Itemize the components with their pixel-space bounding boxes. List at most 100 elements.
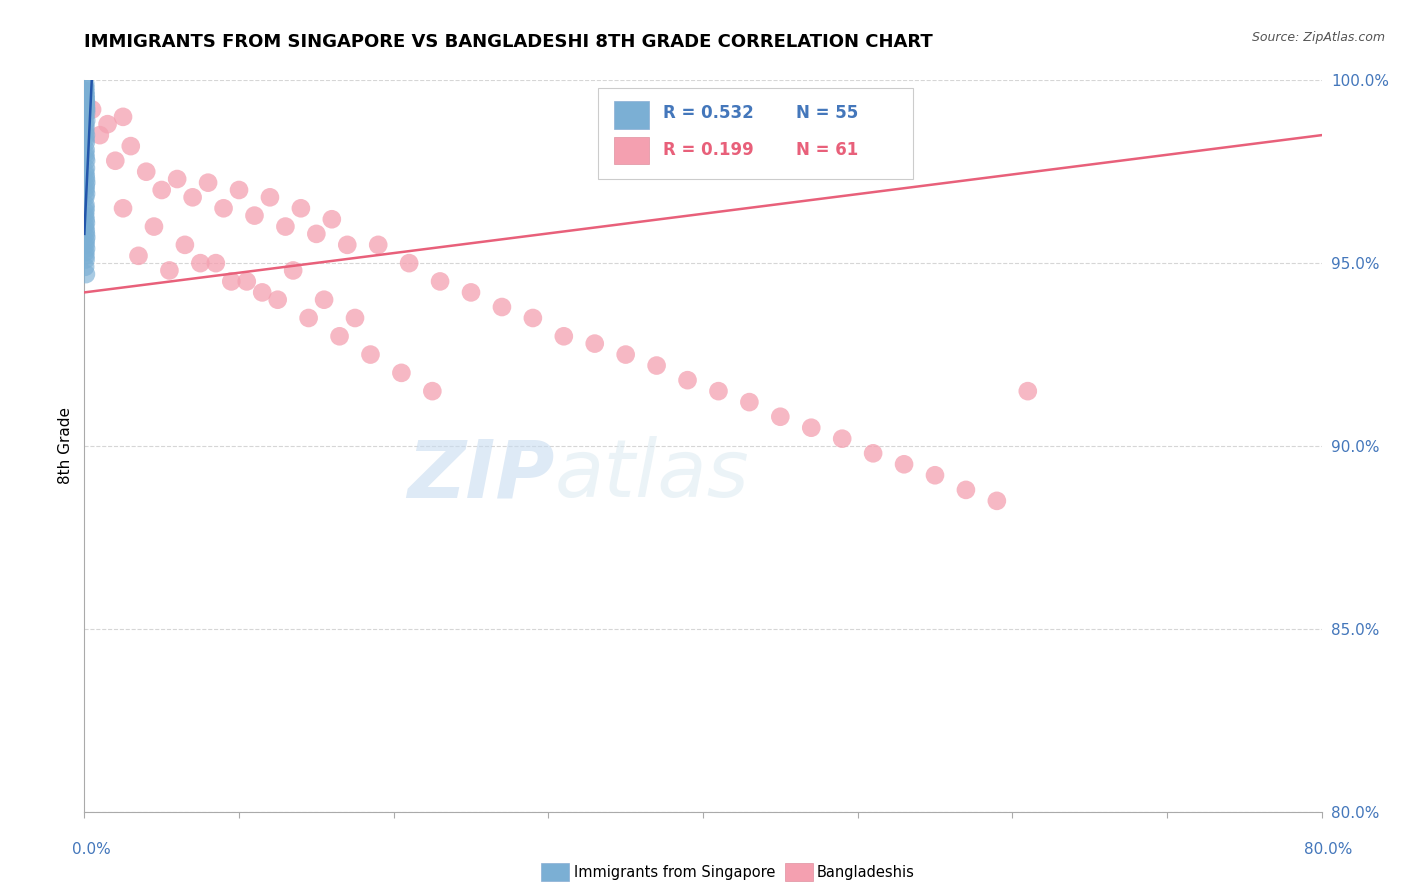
Point: [197, 176, 219, 190]
Point: [205, 256, 228, 270]
Point: [422, 384, 444, 398]
Point: [75, 227, 97, 241]
Point: [120, 139, 142, 153]
Y-axis label: 8th Grade: 8th Grade: [58, 408, 73, 484]
Point: [112, 202, 135, 216]
Point: [460, 285, 482, 300]
Point: [429, 274, 451, 288]
Point: [75, 87, 97, 102]
Point: [159, 263, 180, 277]
Point: [166, 172, 188, 186]
Point: [75, 84, 97, 98]
Text: atlas: atlas: [554, 436, 749, 515]
Point: [267, 293, 290, 307]
Point: [75, 179, 97, 194]
Text: ZIP: ZIP: [408, 436, 554, 515]
Point: [75, 161, 97, 175]
Point: [75, 183, 97, 197]
Point: [250, 285, 273, 300]
Point: [491, 300, 513, 314]
Point: [75, 106, 97, 120]
Point: [800, 420, 823, 434]
Point: [924, 468, 946, 483]
Point: [321, 212, 343, 227]
Point: [104, 153, 127, 168]
Point: [75, 103, 97, 117]
Point: [75, 80, 97, 95]
Point: [75, 260, 97, 274]
Point: [228, 183, 250, 197]
Point: [75, 186, 97, 201]
Text: N = 61: N = 61: [796, 141, 858, 159]
Point: [75, 132, 97, 146]
Text: Immigrants from Singapore: Immigrants from Singapore: [574, 865, 775, 880]
Point: [75, 91, 97, 105]
Bar: [614, 102, 648, 129]
Point: [75, 117, 97, 131]
Point: [75, 202, 97, 216]
Text: N = 55: N = 55: [796, 104, 858, 122]
Point: [398, 256, 420, 270]
Text: 0.0%: 0.0%: [72, 842, 111, 856]
Point: [75, 143, 97, 157]
Point: [75, 176, 97, 190]
FancyBboxPatch shape: [598, 87, 914, 179]
Point: [75, 252, 97, 267]
Point: [75, 237, 97, 252]
Point: [75, 267, 97, 281]
Point: [89, 128, 111, 142]
Point: [75, 110, 97, 124]
Point: [75, 223, 97, 237]
Point: [614, 348, 637, 362]
Point: [221, 274, 243, 288]
Point: [336, 237, 359, 252]
Point: [75, 164, 97, 178]
Point: [75, 80, 97, 95]
Point: [522, 311, 544, 326]
Point: [112, 110, 135, 124]
Point: [360, 348, 382, 362]
Bar: [614, 136, 648, 164]
Point: [344, 311, 367, 326]
Point: [96, 117, 118, 131]
Point: [274, 219, 297, 234]
Point: [862, 446, 884, 460]
Point: [235, 274, 259, 288]
Point: [298, 311, 321, 326]
Point: [75, 169, 97, 183]
Point: [75, 216, 97, 230]
Point: [181, 190, 204, 204]
Point: [75, 113, 97, 128]
Point: [75, 234, 97, 248]
Point: [75, 103, 97, 117]
Point: [75, 219, 97, 234]
Point: [150, 183, 173, 197]
Point: [831, 432, 853, 446]
Point: [583, 336, 606, 351]
Point: [259, 190, 281, 204]
Point: [143, 219, 166, 234]
Point: [75, 230, 97, 244]
Point: [329, 329, 352, 343]
Point: [75, 84, 97, 98]
Point: [75, 242, 97, 256]
Text: Source: ZipAtlas.com: Source: ZipAtlas.com: [1251, 31, 1385, 45]
Point: [75, 77, 97, 91]
Point: [676, 373, 699, 387]
Point: [212, 202, 235, 216]
Text: 80.0%: 80.0%: [1305, 842, 1353, 856]
Point: [188, 256, 212, 270]
Point: [75, 95, 97, 110]
Point: [75, 172, 97, 186]
Point: [75, 205, 97, 219]
Point: [75, 190, 97, 204]
Point: [707, 384, 730, 398]
Text: R = 0.199: R = 0.199: [664, 141, 754, 159]
Point: [75, 249, 97, 263]
Point: [305, 227, 328, 241]
Point: [127, 249, 149, 263]
Point: [738, 395, 761, 409]
Point: [893, 458, 915, 472]
Text: Bangladeshis: Bangladeshis: [817, 865, 915, 880]
Point: [769, 409, 792, 424]
